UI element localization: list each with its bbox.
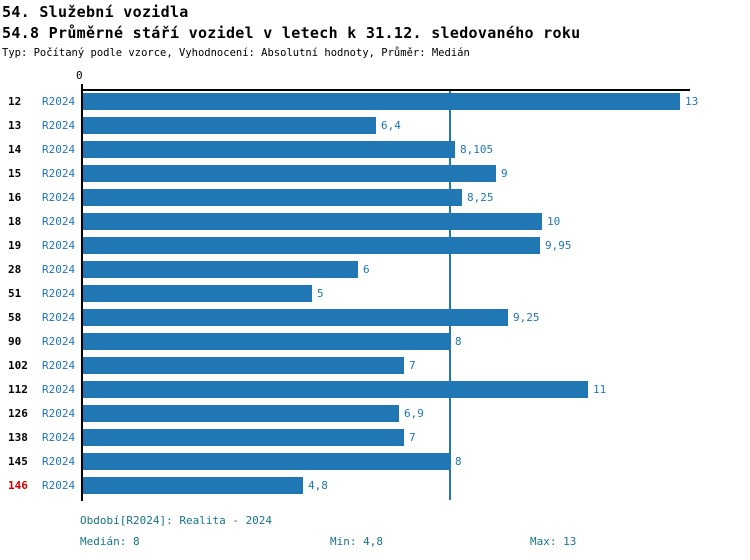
bar-value-label: 7 <box>409 431 416 444</box>
bar <box>83 141 455 158</box>
bar <box>83 405 399 422</box>
bar <box>83 165 496 182</box>
bar <box>83 189 462 206</box>
bar-value-label: 8,25 <box>467 191 494 204</box>
footer-max: Max: 13 <box>530 535 577 548</box>
row-period-label: R2024 <box>42 167 76 180</box>
row-period-label: R2024 <box>42 143 76 156</box>
row-period-label: R2024 <box>42 431 76 444</box>
bar-value-label: 9,25 <box>513 311 540 324</box>
row-org-label: 51 <box>8 287 22 300</box>
row-org-label: 90 <box>8 335 22 348</box>
bar-value-label: 8 <box>455 335 462 348</box>
bar <box>83 333 450 350</box>
bar-value-label: 9,95 <box>545 239 572 252</box>
row-period-label: R2024 <box>42 119 76 132</box>
x-axis-line <box>81 89 690 91</box>
bar-value-label: 10 <box>547 215 561 228</box>
row-org-label: 126 <box>8 407 28 420</box>
bar-value-label: 6,4 <box>381 119 401 132</box>
bar <box>83 453 450 470</box>
bar <box>83 213 542 230</box>
y-axis-line <box>81 84 83 501</box>
row-org-label: 19 <box>8 239 22 252</box>
row-period-label: R2024 <box>42 383 76 396</box>
bar <box>83 237 540 254</box>
row-period-label: R2024 <box>42 95 76 108</box>
chart-title-line2: 54.8 Průměrné stáří vozidel v letech k 3… <box>2 24 581 42</box>
bar-value-label: 9 <box>501 167 508 180</box>
row-org-label: 112 <box>8 383 28 396</box>
bar <box>83 261 358 278</box>
row-org-label: 102 <box>8 359 28 372</box>
bar <box>83 117 376 134</box>
bar-value-label: 7 <box>409 359 416 372</box>
row-org-label: 14 <box>8 143 22 156</box>
footer-period-info: Období[R2024]: Realita - 2024 <box>80 514 273 527</box>
footer-min: Min: 4,8 <box>330 535 383 548</box>
row-period-label: R2024 <box>42 455 76 468</box>
bar-value-label: 4,8 <box>308 479 328 492</box>
row-period-label: R2024 <box>42 215 76 228</box>
row-period-label: R2024 <box>42 479 76 492</box>
bar <box>83 357 404 374</box>
row-org-label: 58 <box>8 311 22 324</box>
row-org-label: 145 <box>8 455 28 468</box>
chart-title-line1: 54. Služební vozidla <box>2 3 189 21</box>
row-org-label: 146 <box>8 479 28 492</box>
bar-value-label: 8 <box>455 455 462 468</box>
row-org-label: 16 <box>8 191 22 204</box>
row-period-label: R2024 <box>42 287 76 300</box>
row-org-label: 13 <box>8 119 22 132</box>
row-period-label: R2024 <box>42 359 76 372</box>
row-period-label: R2024 <box>42 311 76 324</box>
row-org-label: 18 <box>8 215 22 228</box>
bar-value-label: 8,105 <box>460 143 494 156</box>
row-period-label: R2024 <box>42 239 76 252</box>
row-org-label: 28 <box>8 263 22 276</box>
row-org-label: 12 <box>8 95 22 108</box>
bar <box>83 477 303 494</box>
footer-median: Medián: 8 <box>80 535 140 548</box>
row-period-label: R2024 <box>42 335 76 348</box>
median-reference-line <box>449 90 451 500</box>
row-period-label: R2024 <box>42 191 76 204</box>
x-axis-zero-tick-label: 0 <box>76 69 83 82</box>
bar <box>83 285 312 302</box>
row-org-label: 15 <box>8 167 22 180</box>
bar <box>83 381 588 398</box>
row-period-label: R2024 <box>42 263 76 276</box>
bar-value-label: 11 <box>593 383 607 396</box>
row-org-label: 138 <box>8 431 28 444</box>
bar-value-label: 6 <box>363 263 370 276</box>
chart-subtitle: Typ: Počítaný podle vzorce, Vyhodnocení:… <box>2 47 470 59</box>
bar <box>83 309 508 326</box>
bar-value-label: 13 <box>685 95 699 108</box>
bar <box>83 429 404 446</box>
bar-value-label: 6,9 <box>404 407 424 420</box>
bar-value-label: 5 <box>317 287 324 300</box>
bar <box>83 93 680 110</box>
row-period-label: R2024 <box>42 407 76 420</box>
